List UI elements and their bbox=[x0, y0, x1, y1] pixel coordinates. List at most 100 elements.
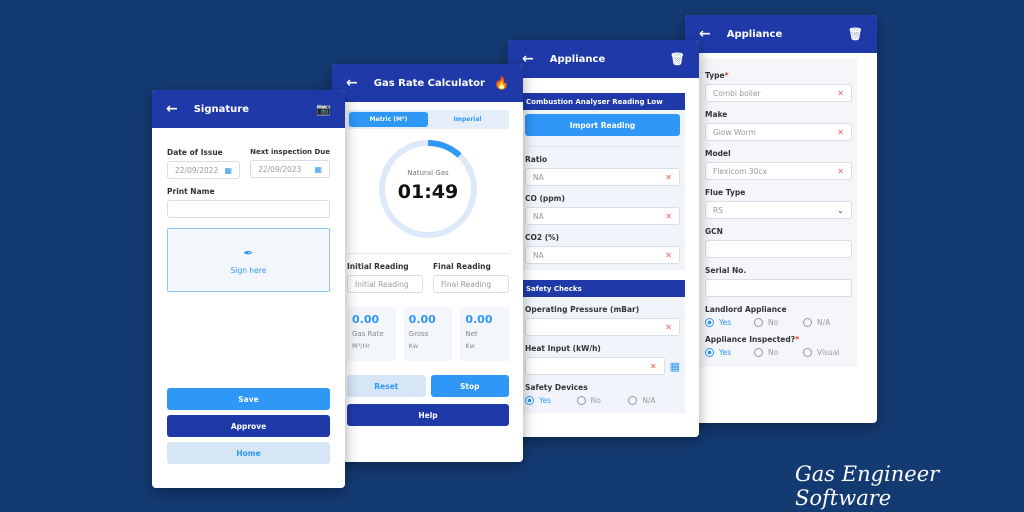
co-label: CO (ppm) bbox=[525, 194, 565, 203]
radio-label: No bbox=[768, 318, 779, 327]
camera-icon[interactable]: 📷 bbox=[316, 102, 331, 116]
timer-progress-arc bbox=[379, 140, 477, 238]
clear-icon[interactable]: ✕ bbox=[837, 166, 844, 176]
radio-label: Visual bbox=[817, 348, 840, 357]
ratio-label: Ratio bbox=[525, 155, 548, 164]
next-due-value: 22/09/2023 bbox=[258, 164, 302, 174]
divider bbox=[347, 253, 509, 254]
signature-header: ← Signature 📷 bbox=[152, 90, 345, 128]
calendar-icon[interactable]: ▦ bbox=[314, 164, 322, 174]
co2-input[interactable]: NA ✕ bbox=[525, 246, 680, 264]
safety-section-header: Safety Checks bbox=[520, 280, 685, 297]
required-mark: * bbox=[724, 71, 729, 80]
radio-no[interactable]: No bbox=[754, 318, 803, 327]
heat-input[interactable]: ✕ bbox=[525, 357, 665, 375]
reset-button[interactable]: Reset bbox=[347, 375, 426, 397]
stat-net: 0.00 Net Kw bbox=[460, 307, 510, 361]
clear-icon[interactable]: ✕ bbox=[837, 88, 844, 98]
radio-no[interactable]: No bbox=[754, 348, 803, 357]
radio-visual[interactable]: Visual bbox=[803, 348, 852, 357]
stat-unit: Kw bbox=[408, 342, 419, 350]
signature-pad[interactable]: ✒ Sign here bbox=[167, 228, 330, 292]
pressure-input[interactable]: ✕ bbox=[525, 318, 680, 336]
approve-button[interactable]: Approve bbox=[167, 415, 330, 437]
radio-label: Yes bbox=[719, 318, 732, 327]
make-label: Make bbox=[705, 110, 728, 119]
radio-yes[interactable]: Yes bbox=[705, 318, 754, 327]
clear-icon[interactable]: ✕ bbox=[665, 172, 672, 182]
pressure-label: Operating Pressure (mBar) bbox=[525, 305, 640, 314]
tab-imperial[interactable]: Imperial bbox=[453, 116, 482, 123]
gas-header: ← Gas Rate Calculator 🔥 bbox=[332, 64, 523, 102]
type-value: Combi boiler bbox=[713, 88, 761, 98]
co-value: NA bbox=[533, 211, 544, 221]
final-placeholder: Final Reading bbox=[441, 279, 492, 289]
page-title: Appliance bbox=[549, 53, 606, 65]
clear-icon[interactable]: ✕ bbox=[837, 127, 844, 137]
unit-tabs: Metric (M³) Imperial bbox=[347, 110, 509, 129]
inspected-radio-group: Yes No Visual bbox=[705, 348, 852, 357]
brand-logo: Gas Engineer Software bbox=[795, 462, 940, 510]
back-arrow-icon[interactable]: ← bbox=[346, 75, 358, 91]
landlord-label: Landlord Appliance bbox=[705, 305, 787, 314]
clear-icon[interactable]: ✕ bbox=[665, 211, 672, 221]
model-input[interactable]: Flexicom 30cx ✕ bbox=[705, 162, 852, 180]
home-button[interactable]: Home bbox=[167, 442, 330, 464]
radio-no[interactable]: No bbox=[576, 396, 629, 405]
flame-icon: 🔥 bbox=[494, 76, 509, 90]
serial-input[interactable] bbox=[705, 279, 852, 297]
tab-metric[interactable]: Metric (M³) bbox=[349, 112, 428, 127]
gcn-input[interactable] bbox=[705, 240, 852, 258]
next-due-label: Next inspection Due bbox=[250, 148, 330, 156]
co-input[interactable]: NA ✕ bbox=[525, 207, 680, 225]
make-input[interactable]: Glow Worm ✕ bbox=[705, 123, 852, 141]
flue-label: Flue Type bbox=[705, 188, 746, 197]
signature-card: ← Signature 📷 Date of Issue 22/09/2022 ▦ Nex… bbox=[152, 90, 345, 488]
trash-icon[interactable]: 🗑 bbox=[669, 52, 685, 66]
type-input[interactable]: Combi boiler ✕ bbox=[705, 84, 852, 102]
back-arrow-icon[interactable]: ← bbox=[522, 51, 534, 67]
devices-label: Safety Devices bbox=[525, 383, 588, 392]
flue-select[interactable]: RS ⌄ bbox=[705, 201, 852, 219]
calculator-icon[interactable]: ▦ bbox=[669, 359, 680, 373]
next-due-input[interactable]: 22/09/2023 ▦ bbox=[250, 160, 330, 178]
page-title: Signature bbox=[193, 103, 250, 115]
save-button[interactable]: Save bbox=[167, 388, 330, 410]
initial-placeholder: Initial Reading bbox=[355, 279, 409, 289]
clear-icon[interactable]: ✕ bbox=[665, 250, 672, 260]
serial-label: Serial No. bbox=[705, 266, 747, 275]
back-arrow-icon[interactable]: ← bbox=[166, 101, 178, 117]
flue-value: RS bbox=[713, 205, 723, 215]
make-value: Glow Worm bbox=[713, 127, 756, 137]
final-reading-input[interactable]: Final Reading bbox=[433, 275, 509, 293]
combustion-section-header: Combustion Analyser Reading Low bbox=[520, 93, 685, 110]
initial-reading-input[interactable]: Initial Reading bbox=[347, 275, 423, 293]
calendar-icon[interactable]: ▦ bbox=[224, 165, 233, 175]
radio-label: Yes bbox=[719, 348, 732, 357]
import-reading-button[interactable]: Import Reading bbox=[525, 114, 680, 136]
required-mark: * bbox=[795, 335, 800, 344]
pen-icon: ✒ bbox=[243, 245, 254, 260]
stat-label: Gross bbox=[408, 330, 429, 338]
heat-label: Heat Input (kW/h) bbox=[525, 344, 601, 353]
timer: 01:49 bbox=[397, 181, 459, 203]
radio-yes[interactable]: Yes bbox=[705, 348, 754, 357]
stat-value: 0.00 bbox=[352, 313, 380, 326]
back-arrow-icon[interactable]: ← bbox=[699, 26, 711, 42]
gcn-label: GCN bbox=[705, 227, 723, 236]
clear-icon[interactable]: ✕ bbox=[665, 322, 672, 332]
help-button[interactable]: Help bbox=[347, 404, 509, 426]
radio-yes[interactable]: Yes bbox=[525, 396, 577, 405]
clear-icon[interactable]: ✕ bbox=[649, 361, 657, 371]
radio-label: Yes bbox=[539, 396, 552, 405]
print-name-input[interactable] bbox=[167, 200, 330, 218]
model-label: Model bbox=[705, 149, 731, 158]
stop-button[interactable]: Stop bbox=[430, 375, 509, 397]
radio-na[interactable]: N/A bbox=[803, 318, 852, 327]
trash-icon[interactable]: 🗑 bbox=[847, 27, 863, 41]
stat-value: 0.00 bbox=[408, 313, 436, 326]
date-issue-input[interactable]: 22/09/2022 ▦ bbox=[167, 161, 241, 179]
ratio-input[interactable]: NA ✕ bbox=[525, 168, 680, 186]
stat-gas-rate: 0.00 Gas Rate M³/Hr bbox=[347, 307, 396, 361]
radio-na[interactable]: N/A bbox=[628, 396, 680, 405]
